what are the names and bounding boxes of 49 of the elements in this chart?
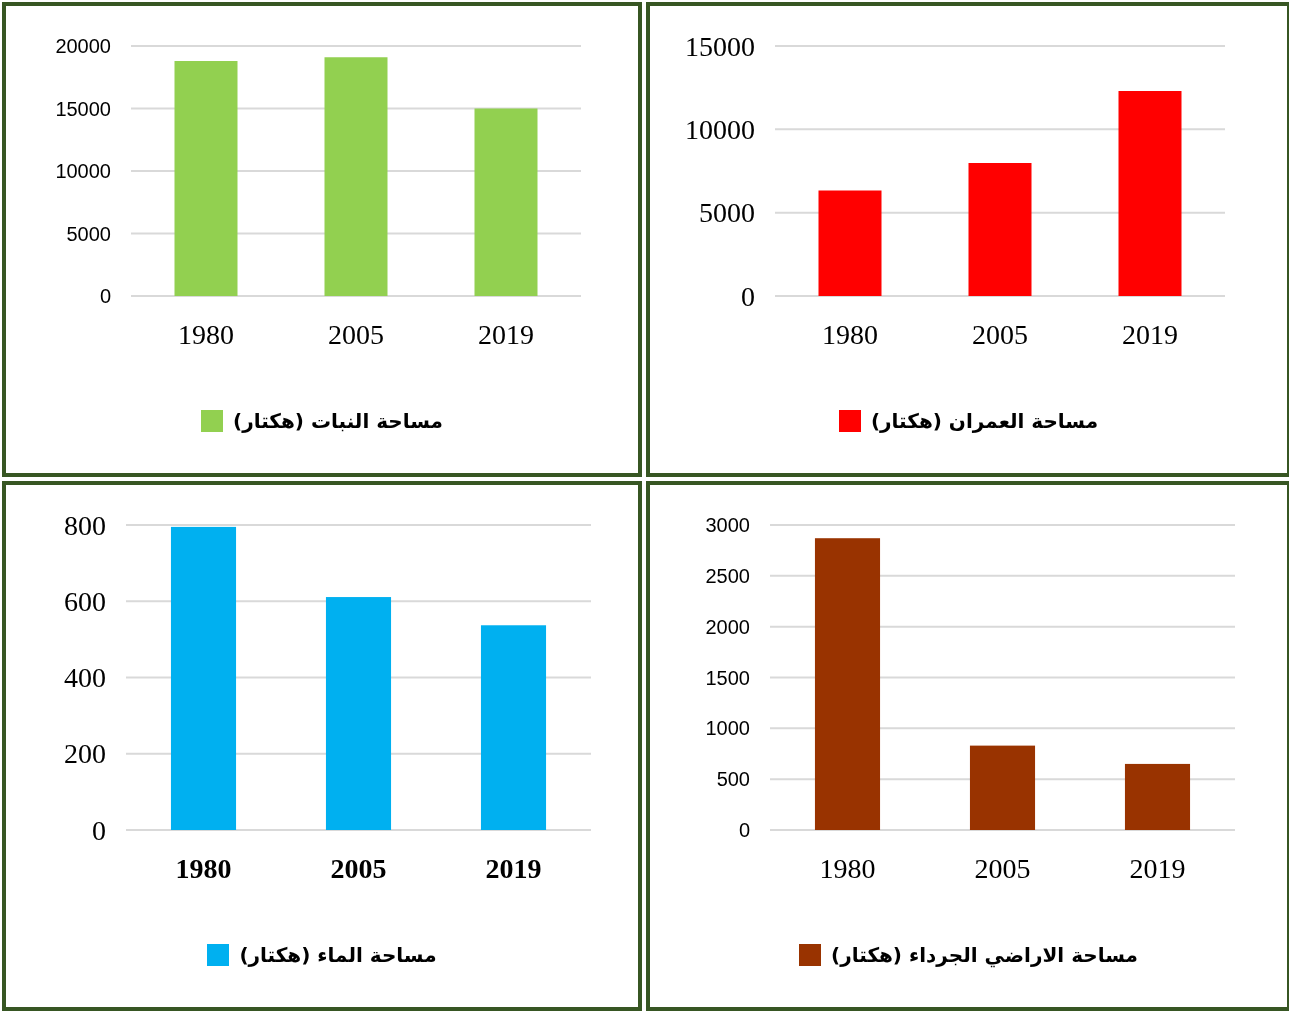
y-tick-label: 400 <box>64 662 106 693</box>
y-tick-label: 0 <box>738 819 750 841</box>
legend-label: مساحة الماء (هكتار) <box>239 943 437 967</box>
bar <box>325 597 392 830</box>
y-tick-label: 5000 <box>66 222 111 245</box>
y-tick-label: 0 <box>92 814 106 846</box>
x-tick-label: 2019 <box>1129 853 1186 884</box>
y-tick-label: 10000 <box>685 113 755 145</box>
bar <box>1124 763 1191 830</box>
y-tick-label: 15000 <box>55 97 111 120</box>
y-tick-label: 0 <box>99 285 111 307</box>
legend-label: مساحة الاراضي الجرداء (هكتار) <box>831 943 1138 967</box>
bar <box>174 61 238 296</box>
legend-label: مساحة النبات (هكتار) <box>233 409 443 433</box>
bar <box>170 526 237 830</box>
bar <box>814 538 881 830</box>
x-tick-label: 2019 <box>485 853 542 884</box>
y-tick-label: 200 <box>64 738 106 770</box>
bar <box>968 163 1032 296</box>
bar <box>324 57 388 296</box>
x-tick-label: 2019 <box>1122 319 1178 350</box>
y-tick-label: 5000 <box>699 197 755 229</box>
bar <box>480 625 547 830</box>
y-tick-label: 2500 <box>705 564 750 587</box>
bar <box>1118 91 1182 296</box>
x-tick-label: 1980 <box>822 319 878 350</box>
y-tick-label: 15000 <box>685 30 755 62</box>
x-tick-label: 1980 <box>175 853 232 884</box>
y-tick-label: 10000 <box>55 160 111 182</box>
bar <box>969 745 1036 830</box>
x-tick-label: 2005 <box>972 319 1028 350</box>
y-tick-label: 20000 <box>55 35 111 57</box>
y-tick-label: 1000 <box>705 717 750 740</box>
x-tick-label: 1980 <box>819 853 876 884</box>
y-tick-label: 600 <box>64 585 106 617</box>
x-tick-label: 2019 <box>478 319 534 350</box>
x-tick-label: 2005 <box>330 853 387 884</box>
bar <box>818 190 882 296</box>
x-tick-label: 2005 <box>974 853 1031 884</box>
x-tick-label: 1980 <box>178 319 234 350</box>
x-tick-label: 2005 <box>328 319 384 350</box>
y-tick-label: 3000 <box>705 514 750 536</box>
bar <box>474 108 538 296</box>
legend-label: مساحة العمران (هكتار) <box>870 409 1099 433</box>
y-tick-label: 0 <box>741 280 755 312</box>
y-tick-label: 800 <box>64 509 106 541</box>
y-tick-label: 500 <box>716 768 750 791</box>
y-tick-label: 2000 <box>705 615 750 638</box>
y-tick-label: 1500 <box>705 666 750 689</box>
